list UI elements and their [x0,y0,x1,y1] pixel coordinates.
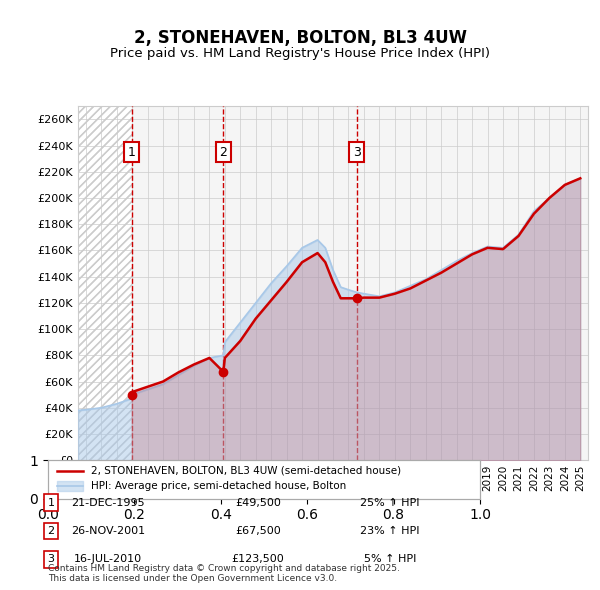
Text: 1: 1 [47,498,55,507]
Text: 2, STONEHAVEN, BOLTON, BL3 4UW (semi-detached house): 2, STONEHAVEN, BOLTON, BL3 4UW (semi-det… [91,466,401,476]
Text: HPI: Average price, semi-detached house, Bolton: HPI: Average price, semi-detached house,… [91,481,346,491]
Text: 3: 3 [47,555,55,564]
Text: 21-DEC-1995: 21-DEC-1995 [71,498,145,507]
Text: 26-NOV-2001: 26-NOV-2001 [71,526,145,536]
Text: £67,500: £67,500 [235,526,281,536]
Text: £49,500: £49,500 [235,498,281,507]
Text: £123,500: £123,500 [232,555,284,564]
Text: 2, STONEHAVEN, BOLTON, BL3 4UW: 2, STONEHAVEN, BOLTON, BL3 4UW [133,30,467,47]
Text: 25% ↑ HPI: 25% ↑ HPI [360,498,420,507]
Text: 23% ↑ HPI: 23% ↑ HPI [360,526,420,536]
Text: 3: 3 [353,146,361,159]
Text: 16-JUL-2010: 16-JUL-2010 [74,555,142,564]
Text: 2: 2 [220,146,227,159]
Text: Price paid vs. HM Land Registry's House Price Index (HPI): Price paid vs. HM Land Registry's House … [110,47,490,60]
Text: Contains HM Land Registry data © Crown copyright and database right 2025.
This d: Contains HM Land Registry data © Crown c… [48,563,400,583]
Text: 2: 2 [47,526,55,536]
Text: 1: 1 [128,146,136,159]
Text: 5% ↑ HPI: 5% ↑ HPI [364,555,416,564]
